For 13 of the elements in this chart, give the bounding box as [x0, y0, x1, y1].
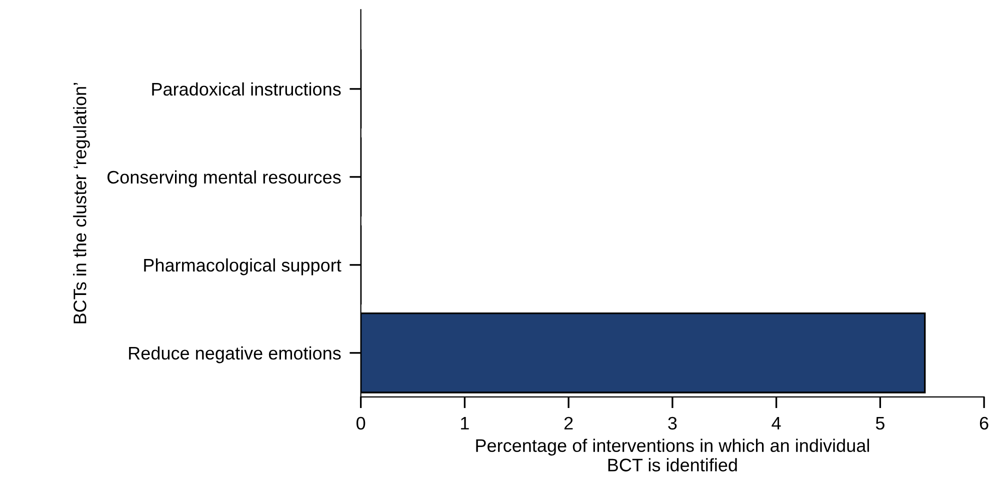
y-tick-label: Paradoxical instructions — [152, 82, 341, 96]
y-tick-label: Conserving mental resources — [107, 170, 341, 188]
x-tick-label: 1 — [461, 417, 469, 430]
x-tick-label: 0 — [356, 416, 366, 430]
y-tick-label: Pharmacological support — [144, 258, 342, 276]
x-tick-label: 4 — [772, 417, 781, 430]
x-tick-label: 2 — [564, 416, 573, 430]
y-tick-label: Reduce negative emotions — [129, 346, 341, 364]
x-tick-label: 5 — [876, 417, 884, 430]
x-axis-title: Percentage of interventions in which an individual BCT is identified — [476, 438, 869, 472]
x-tick-label: 6 — [980, 416, 988, 430]
x-tick-label: 3 — [668, 416, 677, 430]
y-axis-title: BCTs in the cluster ‘regulation’ — [73, 83, 90, 324]
